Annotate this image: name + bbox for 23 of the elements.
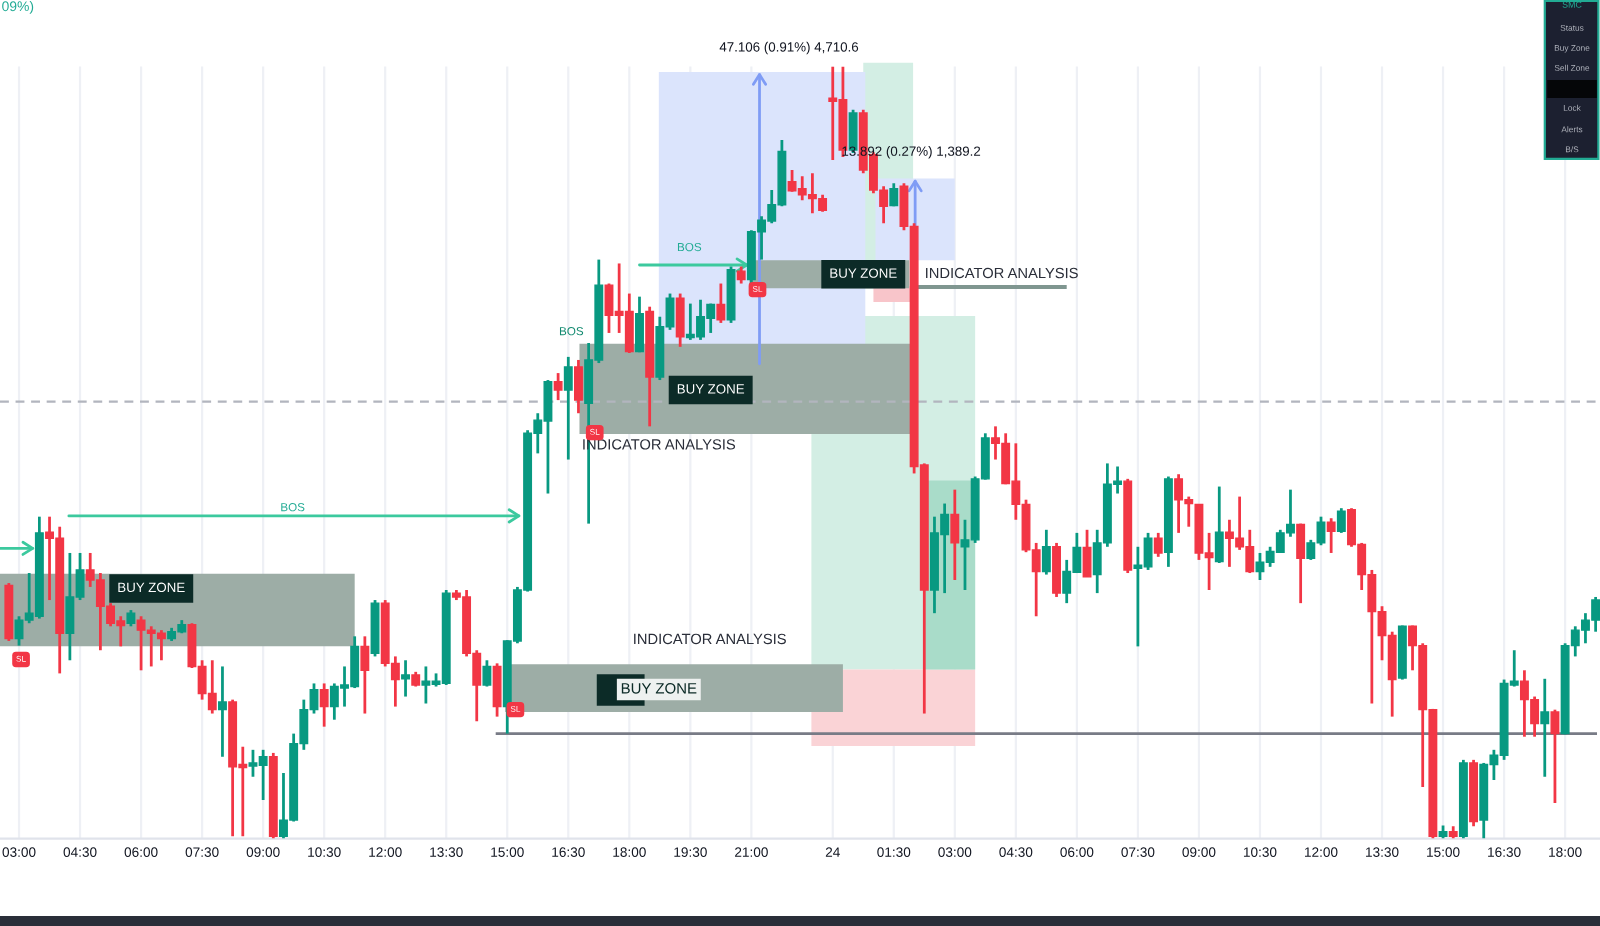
candlestick — [482, 658, 492, 688]
candlestick — [950, 488, 960, 582]
candlestick — [1326, 516, 1336, 555]
candlestick — [553, 371, 563, 402]
candlestick — [319, 682, 329, 729]
candlestick — [492, 661, 502, 719]
candlestick — [1041, 528, 1051, 576]
candlestick — [675, 292, 685, 349]
candlestick — [1540, 677, 1550, 779]
candlestick — [360, 634, 370, 715]
candlestick — [563, 355, 573, 461]
candlestick — [716, 282, 726, 325]
candlestick — [1550, 708, 1560, 805]
candlestick — [1214, 485, 1224, 565]
candlestick — [217, 665, 227, 759]
candlestick — [1296, 522, 1306, 605]
candlestick — [574, 358, 583, 415]
candlestick — [1082, 528, 1092, 579]
candlestick — [401, 658, 411, 698]
candlestick — [1336, 506, 1346, 535]
candlestick — [1153, 531, 1163, 559]
candlestick — [1052, 541, 1061, 599]
candlestick — [635, 295, 644, 354]
